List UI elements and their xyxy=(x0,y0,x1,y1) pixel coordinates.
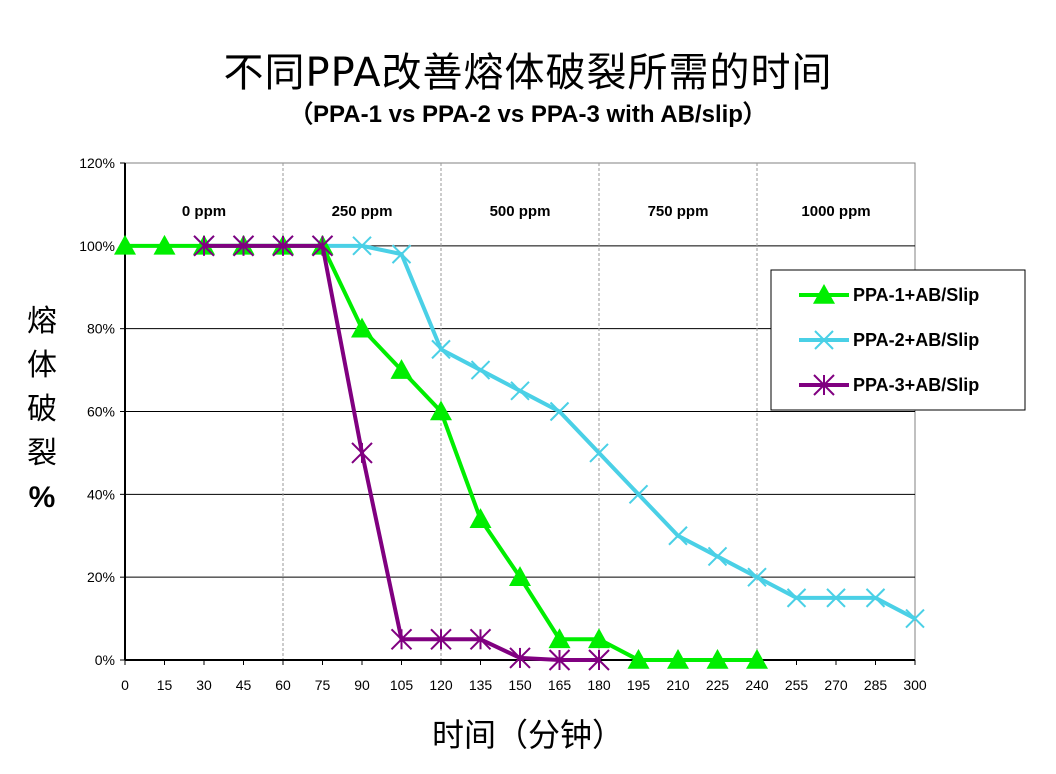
legend-marker-2 xyxy=(814,330,834,350)
x-tick-label: 75 xyxy=(315,677,331,693)
data-point-series-3 xyxy=(232,235,255,257)
y-axis-label-char-1: 熔 xyxy=(27,304,57,339)
x-tick-label: 225 xyxy=(706,677,730,693)
data-point-series-1 xyxy=(390,359,413,379)
band-label: 500 ppm xyxy=(490,203,551,220)
y-tick-label: 100% xyxy=(79,238,115,254)
legend-marker-3 xyxy=(813,374,835,396)
chart-title: 不同PPA改善熔体破裂所需的时间 xyxy=(223,50,833,96)
x-tick-label: 240 xyxy=(745,677,769,693)
data-point-series-2 xyxy=(786,588,807,608)
legend-label-3: PPA-3+AB/Slip xyxy=(853,375,979,395)
data-point-series-2 xyxy=(391,244,412,264)
y-tick-label: 0% xyxy=(95,652,115,668)
data-point-series-3 xyxy=(390,628,413,650)
data-point-series-2 xyxy=(589,443,609,463)
x-tick-label: 60 xyxy=(275,677,291,693)
data-point-series-2 xyxy=(470,360,491,380)
data-point-series-1 xyxy=(588,628,610,649)
x-tick-label: 300 xyxy=(903,677,927,693)
y-tick-label: 120% xyxy=(79,155,115,171)
band-label: 1000 ppm xyxy=(801,203,870,220)
x-tick-label: 195 xyxy=(627,677,651,693)
data-point-series-1 xyxy=(667,649,689,669)
line-chart: 0% 20% 40% 60% 80% 100% 120% 0 ppm 250 ppm 500 pp… xyxy=(79,155,1026,693)
data-point-series-1 xyxy=(114,234,136,255)
x-tick-label: 150 xyxy=(508,677,532,693)
data-point-series-2 xyxy=(668,526,688,546)
data-point-series-3 xyxy=(311,235,334,257)
data-point-series-1 xyxy=(548,628,571,649)
legend-label-1: PPA-1+AB/Slip xyxy=(853,285,979,305)
x-tick-label: 0 xyxy=(121,677,129,693)
data-point-series-2 xyxy=(431,339,451,360)
data-point-series-3 xyxy=(469,628,492,650)
data-point-series-1 xyxy=(509,566,531,586)
x-tick-label: 180 xyxy=(587,677,611,693)
x-tick-label: 15 xyxy=(157,677,173,693)
data-point-series-2 xyxy=(747,567,767,587)
y-tick-label: 60% xyxy=(87,404,115,420)
data-point-series-1 xyxy=(746,649,768,669)
data-point-series-2 xyxy=(352,236,372,256)
y-axis-label-percent: % xyxy=(28,481,56,514)
x-tick-label: 90 xyxy=(354,677,370,693)
band-label: 250 ppm xyxy=(332,203,393,220)
x-tick-label: 270 xyxy=(824,677,848,693)
x-tick-label: 105 xyxy=(390,677,414,693)
data-point-series-1 xyxy=(627,649,650,669)
data-point-series-1 xyxy=(153,234,176,255)
data-point-series-1 xyxy=(351,317,373,338)
data-point-series-2 xyxy=(865,588,886,608)
data-point-series-1 xyxy=(469,508,492,528)
x-tick-label: 30 xyxy=(196,677,212,693)
x-tick-label: 255 xyxy=(785,677,809,693)
x-axis-label: 时间（分钟） xyxy=(431,716,624,754)
x-tick-label: 210 xyxy=(666,677,690,693)
x-tick-label: 135 xyxy=(469,677,493,693)
data-point-series-2 xyxy=(905,608,925,629)
data-point-series-1 xyxy=(430,400,452,421)
y-axis-label-char-4: 裂 xyxy=(27,436,57,471)
data-point-series-3 xyxy=(509,647,531,669)
y-axis-label: 熔 体 破 裂 % xyxy=(22,300,62,520)
data-point-series-2 xyxy=(707,546,728,567)
data-point-series-3 xyxy=(351,442,373,464)
band-label: 0 ppm xyxy=(182,203,226,220)
data-point-series-2 xyxy=(628,484,649,505)
data-point-series-2 xyxy=(549,401,570,422)
y-tick-label: 40% xyxy=(87,486,115,502)
chart-subtitle: （PPA-1 vs PPA-2 vs PPA-3 with AB/slip） xyxy=(289,101,767,128)
data-point-series-1 xyxy=(706,649,729,669)
data-point-series-3 xyxy=(193,235,215,257)
data-point-series-3 xyxy=(430,628,452,650)
data-point-series-3 xyxy=(548,649,571,671)
x-tick-label: 45 xyxy=(236,677,252,693)
x-tick-label: 285 xyxy=(864,677,888,693)
x-tick-label: 165 xyxy=(548,677,572,693)
y-axis-label-char-2: 体 xyxy=(27,348,57,383)
legend-label-2: PPA-2+AB/Slip xyxy=(853,330,979,350)
data-point-series-2 xyxy=(826,588,846,608)
y-axis-label-char-3: 破 xyxy=(27,392,57,427)
y-tick-label: 80% xyxy=(87,321,115,337)
data-point-series-3 xyxy=(588,649,610,671)
band-label: 750 ppm xyxy=(648,203,709,220)
x-tick-label: 120 xyxy=(429,677,453,693)
data-point-series-2 xyxy=(510,381,530,401)
legend-marker-1 xyxy=(813,284,835,304)
data-point-series-3 xyxy=(272,235,294,257)
y-tick-label: 20% xyxy=(87,569,115,585)
